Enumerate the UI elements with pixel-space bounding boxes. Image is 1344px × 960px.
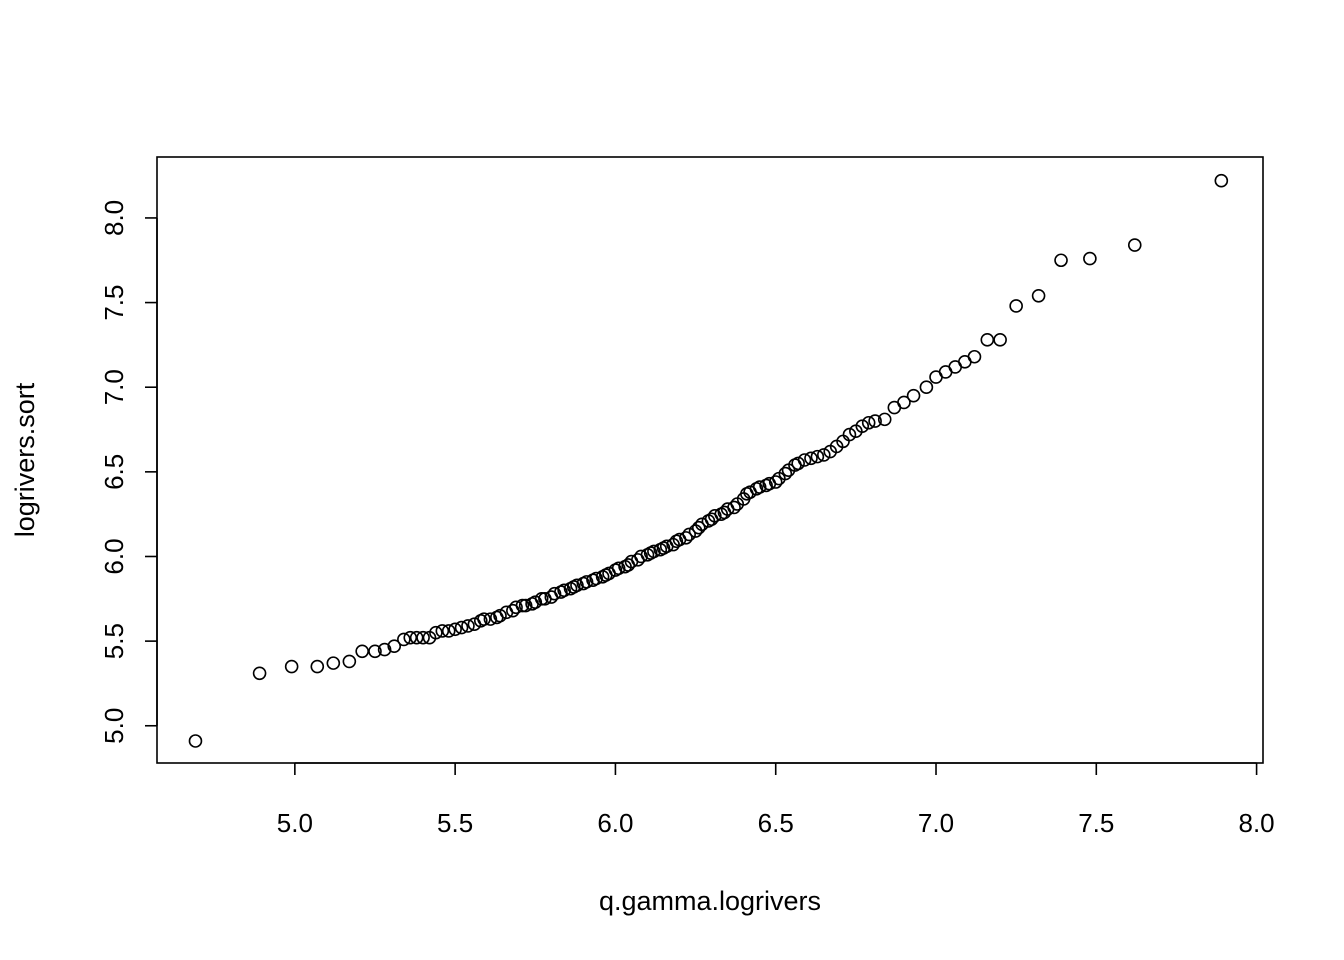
data-point: [528, 595, 543, 609]
data-point: [855, 419, 870, 433]
data-points: [188, 173, 1229, 748]
data-point: [817, 448, 831, 462]
x-axis-title: q.gamma.logrivers: [599, 886, 821, 916]
data-point: [1031, 289, 1046, 303]
data-point: [691, 520, 706, 535]
data-point: [861, 415, 876, 430]
data-point: [493, 608, 507, 623]
data-point: [409, 630, 424, 645]
data-point: [797, 453, 812, 467]
data-point: [1127, 238, 1142, 252]
data-point: [842, 427, 857, 442]
data-point: [397, 632, 411, 647]
data-point: [647, 544, 661, 559]
data-point: [919, 380, 934, 395]
data-point: [342, 654, 357, 669]
data-point: [589, 571, 603, 586]
data-point: [570, 578, 584, 593]
y-tick-label: 6.5: [99, 454, 129, 490]
data-point: [708, 509, 722, 523]
data-point: [634, 549, 648, 564]
data-point: [778, 466, 793, 481]
data-point: [534, 592, 549, 606]
data-point: [477, 612, 491, 626]
data-point: [509, 600, 523, 615]
data-point: [752, 480, 767, 494]
data-point: [897, 395, 911, 410]
data-point: [310, 659, 325, 674]
data-point: [547, 586, 562, 601]
y-axis: 5.0 5.5 6.0 6.5 7.0 7.5 8.0: [99, 200, 158, 744]
data-point: [387, 639, 402, 654]
data-point: [906, 388, 921, 403]
data-point: [980, 333, 995, 347]
x-tick-label: 7.0: [918, 808, 954, 838]
x-tick-label: 5.0: [277, 808, 313, 838]
data-point: [868, 414, 882, 428]
data-point: [252, 666, 267, 681]
data-point: [1083, 251, 1097, 266]
data-point: [377, 642, 392, 657]
data-point: [518, 598, 533, 613]
data-point: [403, 630, 418, 645]
data-point: [441, 624, 456, 638]
data-point: [682, 527, 696, 542]
data-point: [448, 622, 462, 637]
x-axis: 5.0 5.5 6.0 6.5 7.0 7.5 8.0: [277, 762, 1275, 838]
y-tick-label: 8.0: [99, 200, 129, 236]
x-tick-label: 7.5: [1078, 808, 1114, 838]
data-point: [368, 644, 382, 659]
data-point: [579, 575, 594, 589]
data-point: [877, 412, 892, 427]
data-point: [1214, 173, 1229, 188]
data-point: [429, 625, 443, 640]
x-tick-label: 6.5: [758, 808, 794, 838]
data-point: [188, 734, 203, 748]
data-point: [1009, 299, 1023, 313]
data-point: [416, 630, 430, 645]
data-point: [454, 620, 469, 635]
data-point: [804, 451, 818, 466]
data-point: [810, 449, 825, 464]
y-axis-title: logrivers.sort: [10, 382, 40, 537]
data-point: [515, 598, 530, 613]
y-tick-label: 5.0: [99, 708, 129, 744]
data-point: [768, 475, 783, 489]
y-tick-label: 6.0: [99, 538, 129, 574]
data-point: [284, 659, 299, 674]
data-point: [679, 531, 693, 545]
data-point: [1054, 253, 1068, 268]
y-tick-label: 7.0: [99, 369, 129, 405]
data-point: [326, 656, 341, 670]
x-tick-label: 6.0: [597, 808, 633, 838]
data-point: [727, 500, 741, 515]
y-tick-label: 5.5: [99, 623, 129, 659]
data-point: [967, 349, 982, 364]
data-point: [355, 644, 369, 659]
data-point: [611, 561, 626, 576]
y-tick-label: 7.5: [99, 284, 129, 320]
data-point: [435, 624, 450, 638]
data-point: [461, 619, 475, 633]
data-point: [791, 456, 805, 471]
x-tick-label: 8.0: [1239, 808, 1275, 838]
x-tick-label: 5.5: [437, 808, 473, 838]
data-point: [993, 333, 1007, 347]
plot-frame: [156, 156, 1264, 764]
data-point: [483, 612, 498, 626]
data-point: [557, 583, 571, 598]
